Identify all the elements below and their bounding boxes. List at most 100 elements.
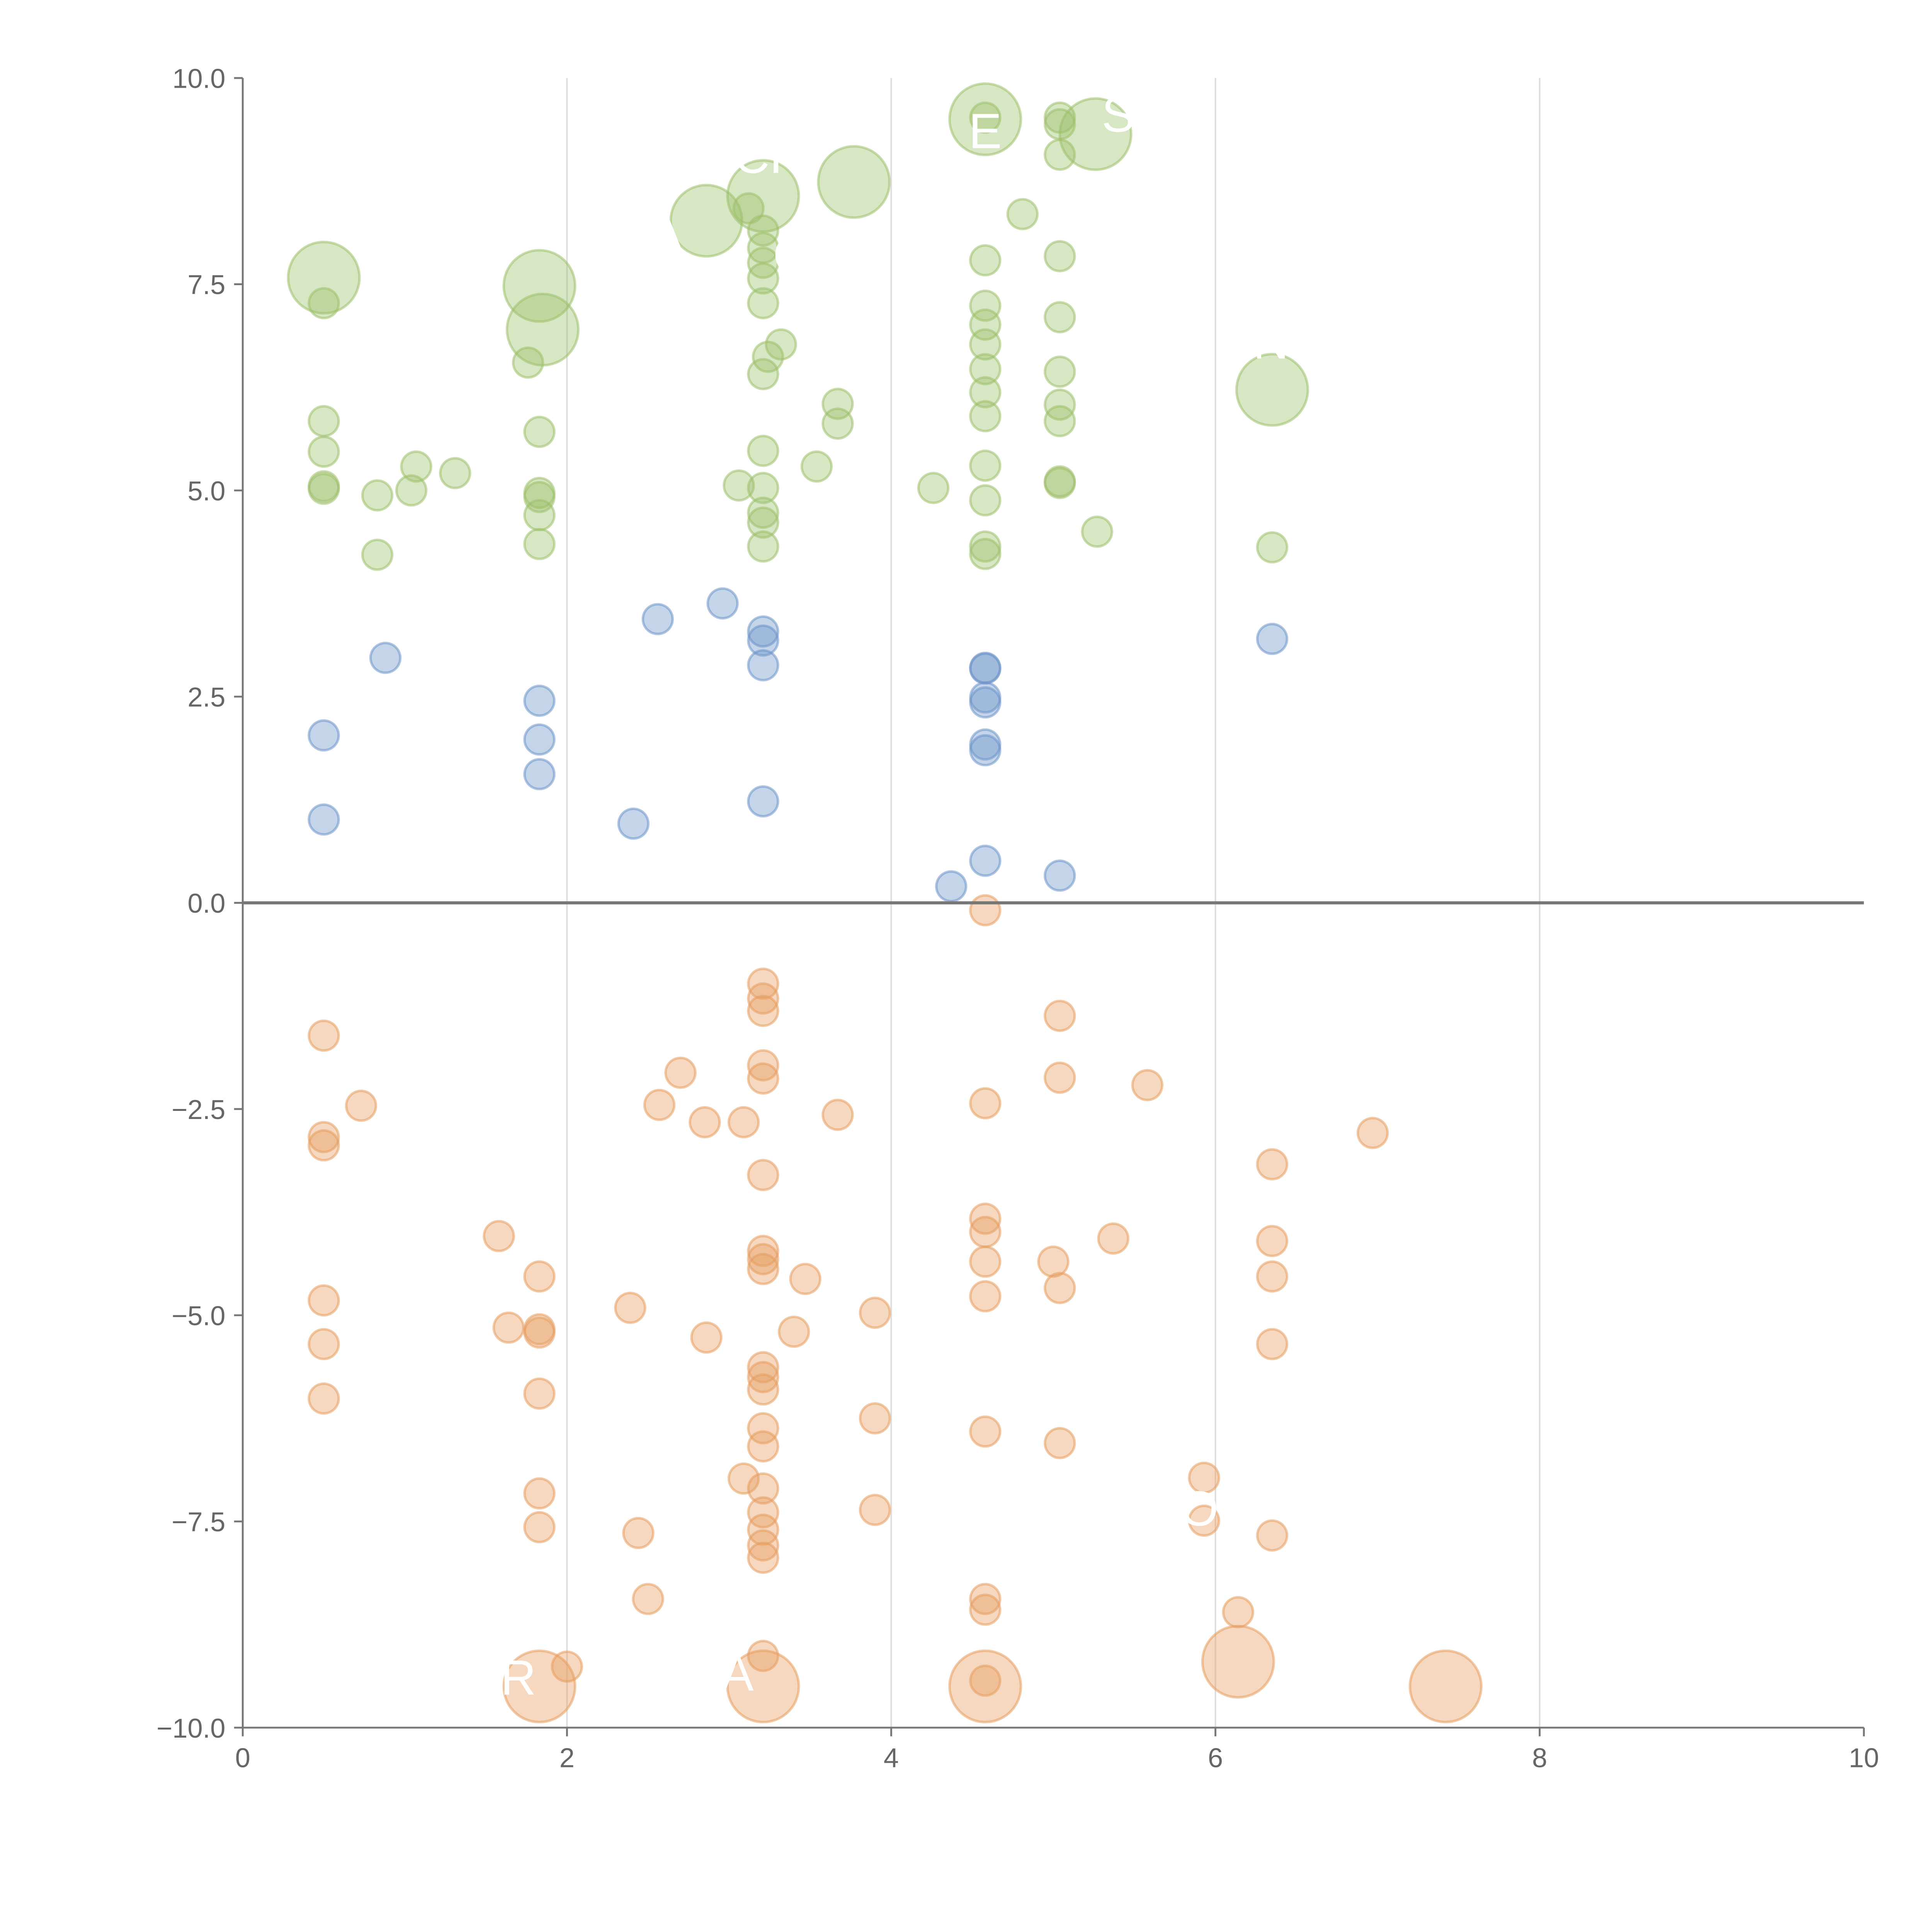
point-orange: [747, 1243, 779, 1276]
point-orange: [308, 1019, 340, 1052]
point-green: [400, 450, 432, 483]
point-green: [523, 481, 556, 513]
y-tick-label: 7.5: [187, 269, 225, 300]
point-orange: [969, 1087, 1002, 1119]
point-orange: [1356, 1117, 1389, 1149]
point-blue: [308, 719, 340, 752]
point-orange: [747, 1062, 779, 1095]
point-orange: [523, 1316, 556, 1349]
annotation-label: C: [773, 228, 809, 283]
point-green: [439, 457, 471, 490]
point-orange: [747, 1541, 779, 1574]
point-green: [1044, 467, 1076, 499]
point-blue: [969, 734, 1002, 767]
point-green: [969, 101, 1002, 134]
point-orange: [747, 1639, 779, 1672]
point-green: [969, 328, 1002, 361]
point-orange: [622, 1517, 655, 1549]
point-orange: [859, 1493, 891, 1526]
point-orange: [726, 1649, 800, 1723]
annotation-label: S: [1102, 87, 1135, 143]
point-green: [1044, 301, 1076, 333]
point-orange: [1256, 1225, 1289, 1257]
point-orange: [747, 1529, 779, 1562]
y-tick-label: 5.0: [187, 476, 225, 506]
point-orange: [1201, 1624, 1275, 1699]
point-orange: [747, 1253, 779, 1285]
point-green: [308, 287, 340, 320]
point-orange: [727, 1106, 760, 1139]
point-orange: [643, 1088, 676, 1121]
x-tick-label: 6: [1208, 1743, 1223, 1773]
point-orange: [523, 1511, 556, 1544]
point-orange: [308, 1129, 340, 1162]
point-blue: [747, 624, 779, 657]
point-orange: [948, 1649, 1022, 1723]
data-points: [287, 82, 1483, 1723]
point-orange: [747, 1496, 779, 1529]
point-green: [747, 530, 779, 563]
y-tick-label: −5.0: [172, 1300, 225, 1331]
point-orange: [523, 1260, 556, 1293]
point-green: [1081, 515, 1113, 548]
point-orange: [969, 1664, 1002, 1697]
annotation-label: A: [648, 203, 681, 258]
point-orange: [345, 1089, 378, 1122]
point-green: [1044, 405, 1076, 437]
point-orange: [483, 1220, 515, 1252]
point-orange: [969, 894, 1002, 927]
annotation-label: CH: [734, 128, 805, 184]
point-orange: [492, 1311, 525, 1344]
point-blue: [523, 758, 556, 791]
point-orange: [1188, 1504, 1220, 1537]
point-green: [969, 353, 1002, 386]
point-orange: [969, 1280, 1002, 1313]
annotation-label: IN: [1239, 314, 1289, 369]
point-orange: [778, 1315, 810, 1348]
point-orange: [1256, 1328, 1289, 1361]
point-green: [1235, 353, 1309, 427]
point-blue: [747, 785, 779, 818]
y-tick-label: 0.0: [187, 888, 225, 918]
point-blue: [969, 652, 1002, 685]
point-orange: [1131, 1069, 1163, 1101]
point-green: [917, 472, 950, 504]
point-orange: [747, 1412, 779, 1444]
point-green: [502, 249, 577, 323]
point-green: [747, 506, 779, 539]
annotation-label: R: [500, 1650, 536, 1706]
point-blue: [308, 803, 340, 836]
point-orange: [1222, 1596, 1254, 1628]
point-green: [361, 539, 394, 571]
point-orange: [727, 1462, 760, 1495]
point-orange: [1408, 1649, 1483, 1723]
point-green: [287, 240, 361, 315]
point-orange: [747, 995, 779, 1027]
point-orange: [308, 1382, 340, 1415]
x-tick-label: 8: [1532, 1743, 1547, 1773]
x-tick-label: 4: [884, 1743, 899, 1773]
point-green: [361, 479, 394, 512]
point-green: [1044, 240, 1076, 272]
point-orange: [1044, 1427, 1076, 1459]
point-orange: [1044, 1000, 1076, 1032]
point-green: [747, 435, 779, 467]
point-green: [969, 484, 1002, 517]
point-orange: [1097, 1222, 1129, 1255]
point-orange: [689, 1106, 721, 1139]
point-orange: [690, 1321, 723, 1354]
point-blue: [706, 587, 739, 620]
point-orange: [747, 1361, 779, 1393]
point-green: [969, 449, 1002, 482]
point-green: [969, 400, 1002, 432]
point-orange: [747, 1430, 779, 1463]
point-orange: [1256, 1260, 1289, 1293]
point-orange: [1256, 1148, 1289, 1180]
y-tick-label: −10.0: [156, 1713, 225, 1743]
point-orange: [747, 1373, 779, 1406]
point-orange: [308, 1284, 340, 1317]
point-green: [948, 82, 1022, 156]
point-green: [1256, 531, 1289, 564]
point-orange: [1044, 1061, 1076, 1094]
point-blue: [1256, 622, 1289, 655]
